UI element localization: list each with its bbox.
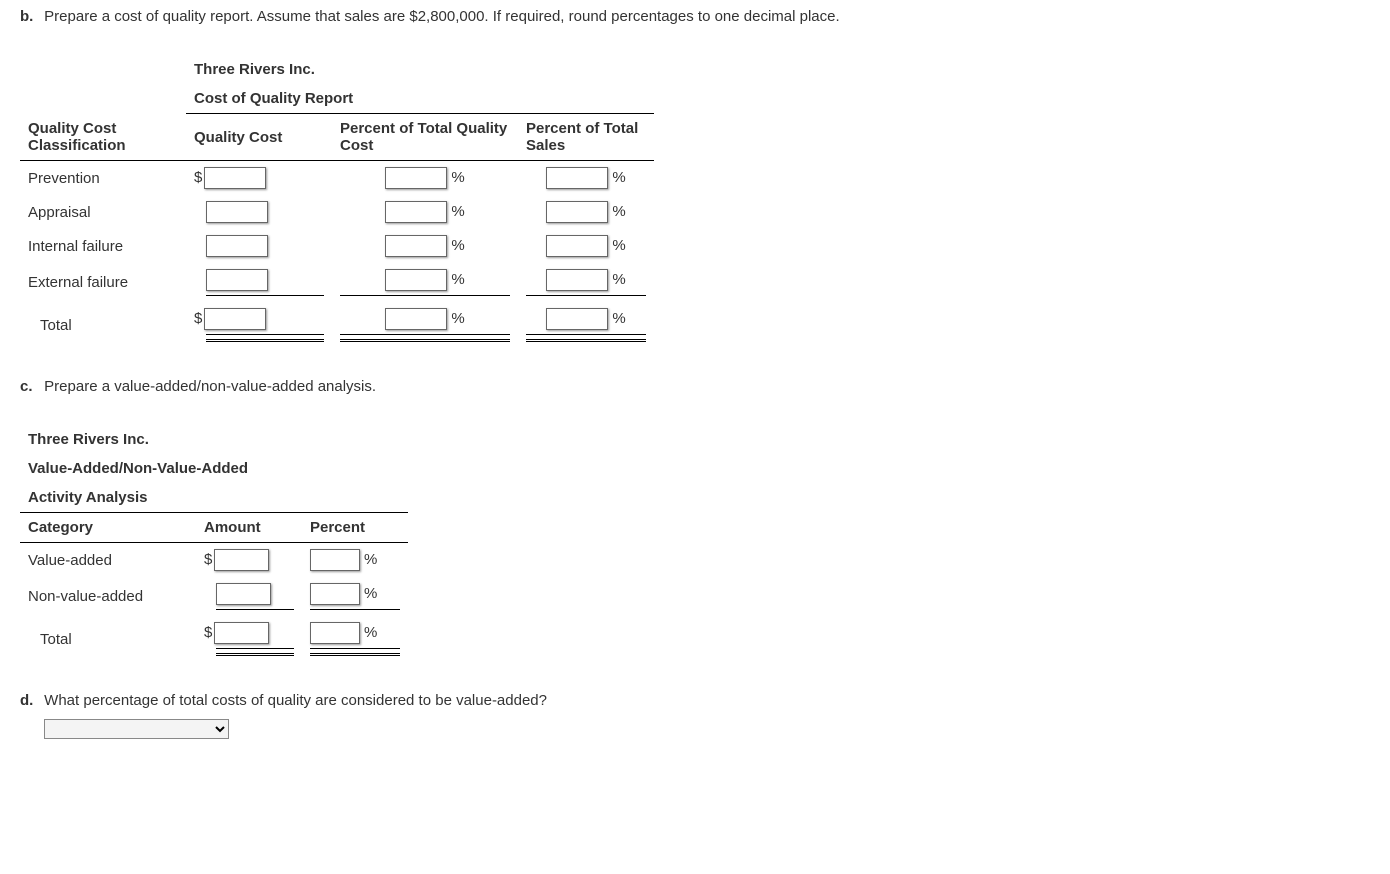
total-label: Total — [20, 616, 196, 662]
col-amount: Amount — [196, 513, 302, 543]
prevention-cost-input[interactable] — [204, 167, 266, 189]
row-label: Prevention — [20, 161, 186, 196]
non-value-added-amount-input[interactable] — [216, 583, 271, 605]
external-failure-cost-input[interactable] — [206, 269, 268, 291]
total-pct-input[interactable] — [310, 622, 360, 644]
appraisal-pct-sales-input[interactable] — [546, 201, 608, 223]
internal-failure-pct-quality-input[interactable] — [385, 235, 447, 257]
question-d-text: What percentage of total costs of qualit… — [44, 692, 547, 709]
total-pct-quality-input[interactable] — [385, 308, 447, 330]
value-added-table: Three Rivers Inc. Value-Added/Non-Value-… — [20, 425, 408, 662]
total-cost-input[interactable] — [204, 308, 266, 330]
percent-symbol: % — [451, 310, 464, 327]
col-percent: Percent — [302, 513, 408, 543]
external-failure-pct-quality-input[interactable] — [385, 269, 447, 291]
appraisal-pct-quality-input[interactable] — [385, 201, 447, 223]
row-label: Value-added — [20, 543, 196, 578]
question-c: c. Prepare a value-added/non-value-added… — [20, 378, 1370, 395]
non-value-added-pct-input[interactable] — [310, 583, 360, 605]
total-row: Total $ % — [20, 616, 408, 662]
percent-symbol: % — [612, 237, 625, 254]
percent-symbol: % — [451, 271, 464, 288]
currency-symbol: $ — [194, 169, 202, 186]
percent-symbol: % — [451, 169, 464, 186]
percent-symbol: % — [612, 310, 625, 327]
col-classification: Quality Cost Classification — [20, 114, 186, 161]
question-c-text: Prepare a value-added/non-value-added an… — [44, 378, 376, 395]
appraisal-cost-input[interactable] — [206, 201, 268, 223]
prevention-pct-sales-input[interactable] — [546, 167, 608, 189]
table-row: Internal failure % % — [20, 229, 654, 263]
percent-symbol: % — [612, 271, 625, 288]
percent-symbol: % — [451, 203, 464, 220]
value-added-amount-input[interactable] — [214, 549, 269, 571]
percent-symbol: % — [364, 624, 377, 641]
table-row: External failure % % — [20, 263, 654, 302]
question-c-letter: c. — [20, 378, 40, 395]
report-title: Cost of Quality Report — [186, 84, 654, 114]
value-added-percentage-select[interactable] — [44, 719, 229, 739]
report-title-line1: Value-Added/Non-Value-Added — [20, 454, 408, 483]
currency-symbol: $ — [204, 624, 212, 641]
row-label: Internal failure — [20, 229, 186, 263]
total-amount-input[interactable] — [214, 622, 269, 644]
currency-symbol: $ — [204, 551, 212, 568]
col-pct-total-quality: Percent of Total Quality Cost — [332, 114, 518, 161]
total-row: Total $ % % — [20, 302, 654, 348]
report-company: Three Rivers Inc. — [20, 425, 408, 454]
percent-symbol: % — [364, 585, 377, 602]
table-row: Non-value-added % — [20, 577, 408, 616]
cost-of-quality-table: Three Rivers Inc. Cost of Quality Report… — [20, 55, 654, 348]
internal-failure-cost-input[interactable] — [206, 235, 268, 257]
row-label: Non-value-added — [20, 577, 196, 616]
question-d-letter: d. — [20, 692, 40, 709]
total-pct-sales-input[interactable] — [546, 308, 608, 330]
prevention-pct-quality-input[interactable] — [385, 167, 447, 189]
col-pct-total-sales: Percent of Total Sales — [518, 114, 654, 161]
total-label: Total — [20, 302, 186, 348]
table-row: Value-added $ % — [20, 543, 408, 578]
report-company: Three Rivers Inc. — [186, 55, 654, 84]
question-b-letter: b. — [20, 8, 40, 25]
question-b-text: Prepare a cost of quality report. Assume… — [44, 8, 839, 25]
percent-symbol: % — [364, 551, 377, 568]
percent-symbol: % — [612, 203, 625, 220]
question-d: d. What percentage of total costs of qua… — [20, 692, 1370, 709]
percent-symbol: % — [612, 169, 625, 186]
report-title-line2: Activity Analysis — [20, 483, 408, 513]
question-b: b. Prepare a cost of quality report. Ass… — [20, 8, 1370, 25]
percent-symbol: % — [451, 237, 464, 254]
value-added-pct-input[interactable] — [310, 549, 360, 571]
row-label: Appraisal — [20, 195, 186, 229]
external-failure-pct-sales-input[interactable] — [546, 269, 608, 291]
currency-symbol: $ — [194, 310, 202, 327]
internal-failure-pct-sales-input[interactable] — [546, 235, 608, 257]
table-row: Prevention $ % % — [20, 161, 654, 196]
col-category: Category — [20, 513, 196, 543]
table-row: Appraisal % % — [20, 195, 654, 229]
col-quality-cost: Quality Cost — [186, 114, 332, 161]
row-label: External failure — [20, 263, 186, 302]
